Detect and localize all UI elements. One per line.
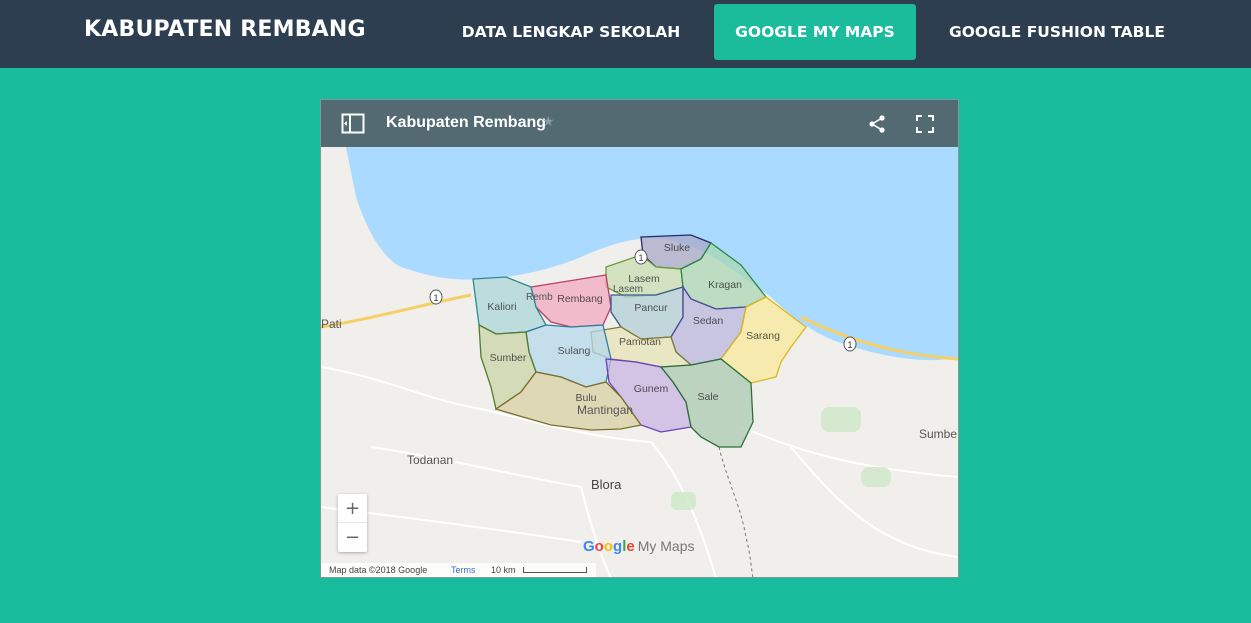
district-label-pancur: Pancur <box>634 302 668 314</box>
district-label-sulang: Sulang <box>558 345 591 357</box>
zoom-out-button[interactable]: − <box>344 527 361 548</box>
map-canvas[interactable]: Sluke Lasem Kragan Rembang Kaliori Pancu… <box>321 147 958 578</box>
share-icon[interactable] <box>867 114 887 134</box>
district-label-rembang: Rembang <box>557 293 603 305</box>
svg-text:1: 1 <box>433 293 438 303</box>
place-rembang-base: Remb <box>526 292 553 303</box>
google-my-maps-logo[interactable]: Google My Maps <box>583 538 695 555</box>
district-label-gunem: Gunem <box>634 383 669 395</box>
district-label-sumber: Sumber <box>490 352 527 364</box>
place-sumber-east: Sumbe <box>919 427 957 441</box>
district-bulu[interactable] <box>494 371 643 431</box>
zoom-in-button[interactable]: + <box>338 494 367 523</box>
brand-title[interactable]: KABUPATEN REMBANG <box>84 17 366 42</box>
svg-text:1: 1 <box>847 340 852 350</box>
district-label-kaliori: Kaliori <box>487 301 516 313</box>
district-label-sale: Sale <box>697 391 718 403</box>
zoom-control: + − <box>338 494 367 552</box>
district-sarang[interactable] <box>720 296 807 384</box>
route-marker: 1 <box>429 289 443 305</box>
route-marker: 1 <box>634 249 648 265</box>
my-maps-word: My Maps <box>637 538 695 554</box>
district-sale[interactable] <box>659 358 754 448</box>
star-icon[interactable]: ★ <box>542 114 555 130</box>
scale-bar <box>523 567 587 573</box>
district-label-lasem: Lasem <box>628 273 660 285</box>
map-data-attribution: Map data ©2018 Google <box>329 565 428 575</box>
panel-toggle-icon[interactable] <box>341 113 365 134</box>
fullscreen-icon[interactable] <box>915 114 935 134</box>
nav-data-lengkap-sekolah[interactable]: DATA LENGKAP SEKOLAH <box>461 23 681 41</box>
map-header: Kabupaten Rembang ★ <box>321 100 958 147</box>
place-lasem-base: Lasem <box>613 284 643 295</box>
place-mantingan: Mantingan <box>577 403 633 417</box>
map-footer: Map data ©2018 Google Terms 10 km <box>321 563 596 577</box>
terms-link[interactable]: Terms <box>451 565 476 575</box>
scale-label: 10 km <box>491 565 516 575</box>
route-marker: 1 <box>843 336 857 352</box>
district-label-pamotan: Pamotan <box>619 336 661 348</box>
district-label-bulu: Bulu <box>575 392 596 404</box>
place-blora: Blora <box>591 477 622 492</box>
top-navbar: KABUPATEN REMBANG DATA LENGKAP SEKOLAH G… <box>0 0 1251 68</box>
district-label-kragan: Kragan <box>708 279 742 291</box>
embedded-map[interactable]: Kabupaten Rembang ★ <box>320 99 959 578</box>
svg-text:1: 1 <box>638 253 643 263</box>
place-pati: Pati <box>321 317 342 331</box>
district-label-sluke: Sluke <box>664 242 690 254</box>
map-title: Kabupaten Rembang <box>386 114 547 131</box>
place-todanan: Todanan <box>407 453 453 467</box>
google-logo-word: Google <box>583 538 635 555</box>
nav-google-my-maps[interactable]: GOOGLE MY MAPS <box>714 4 916 60</box>
nav-google-fusion-table[interactable]: GOOGLE FUSHION TABLE <box>949 23 1165 41</box>
district-label-sarang: Sarang <box>746 330 780 342</box>
district-label-sedan: Sedan <box>693 315 724 327</box>
